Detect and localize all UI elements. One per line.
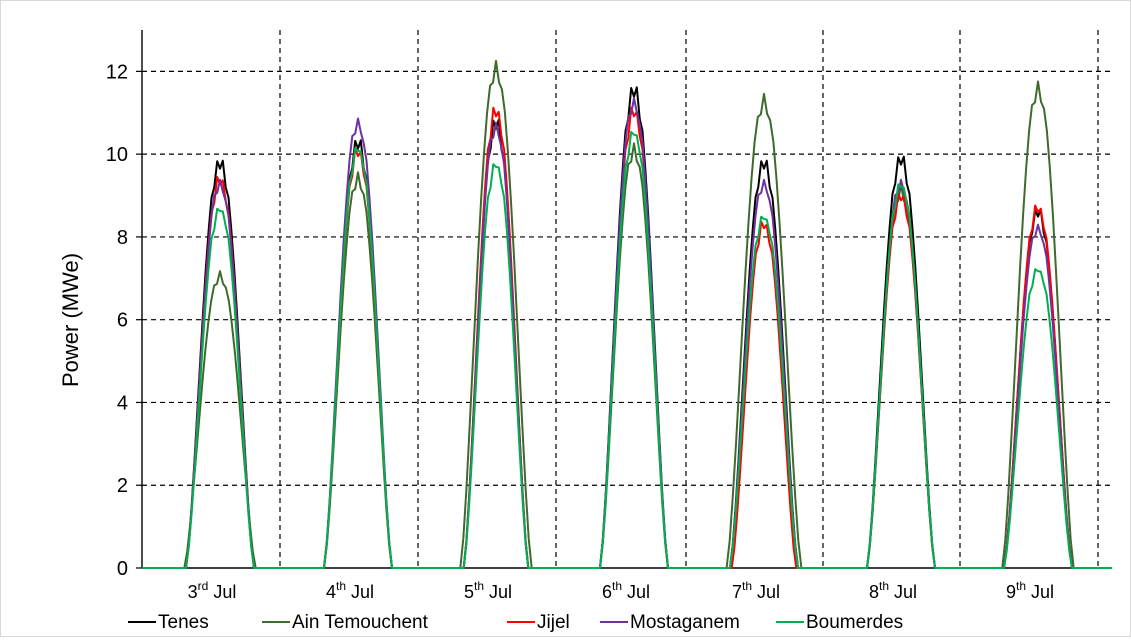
x-category-label: 4th Jul (326, 579, 374, 602)
x-category-label: 8th Jul (869, 579, 917, 602)
legend-label: Ain Temouchent (292, 612, 429, 633)
x-category-label: 6th Jul (602, 579, 650, 602)
y-tick-label: 6 (117, 310, 128, 332)
x-category-label: 9th Jul (1006, 579, 1054, 602)
series-lines (142, 59, 1112, 569)
series-line-boumerdes (142, 130, 1112, 569)
y-tick-label: 8 (117, 227, 128, 249)
x-category-label: 7th Jul (732, 579, 780, 602)
legend-label: Jijel (537, 612, 570, 633)
y-tick-label: 0 (117, 558, 128, 580)
y-tick-label: 2 (117, 475, 128, 497)
legend: Tenes Ain Temouchent Jijel Mostaganem Boumer… (128, 612, 903, 633)
x-category-label: 3rd Jul (188, 579, 237, 602)
y-tick-label: 4 (117, 392, 128, 414)
legend-label: Boumerdes (806, 612, 903, 633)
legend-label: Mostaganem (630, 612, 740, 633)
y-tick-label: 12 (106, 61, 128, 83)
x-category-label: 5th Jul (464, 579, 512, 602)
y-axis-title: Power (MWe) (58, 253, 83, 387)
y-tick-label: 10 (106, 144, 128, 166)
tick-labels: 0 2 4 6 8 10 12 3rd Jul 4th Jul 5th Jul 6th Jul 7th… (106, 61, 1054, 602)
legend-label: Tenes (158, 612, 209, 633)
